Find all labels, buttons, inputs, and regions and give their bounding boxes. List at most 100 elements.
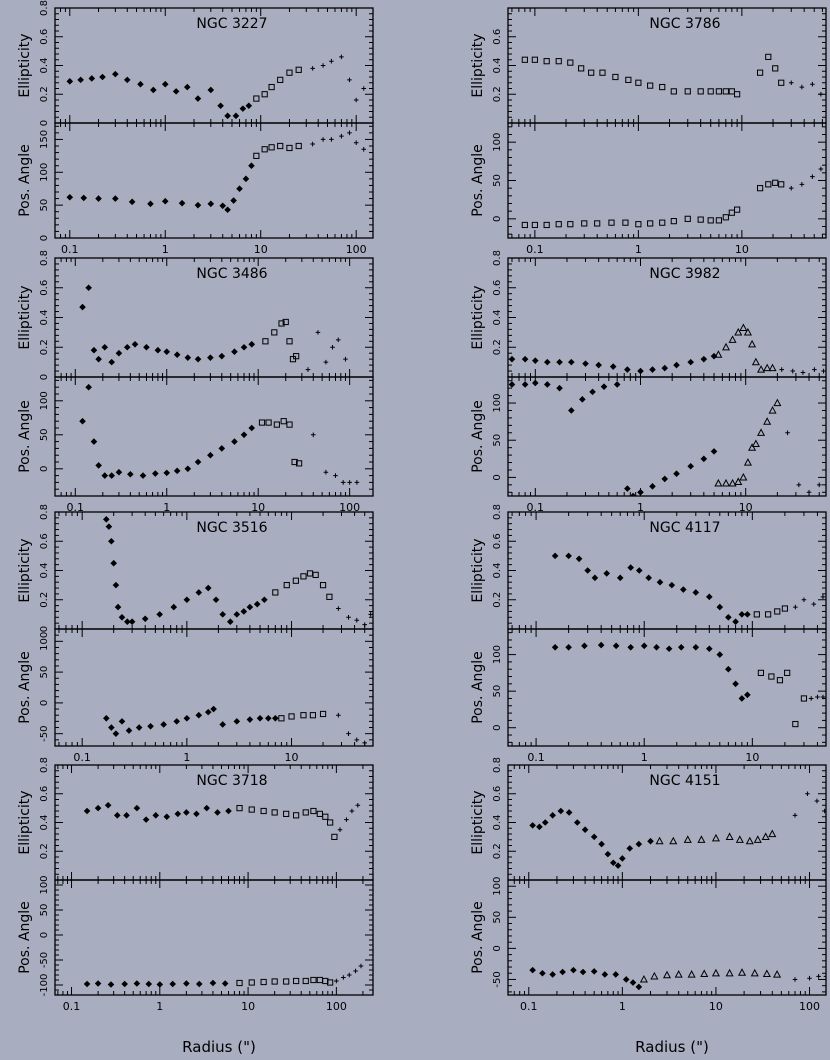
y-tick-label: 50: [39, 199, 50, 212]
data-point-square: [283, 810, 290, 817]
x-tick-label: 10: [709, 1000, 723, 1013]
data-point-diamond: [207, 451, 214, 459]
x-tick-label: 1: [641, 751, 648, 764]
y-tick-label: 0: [492, 216, 503, 222]
data-point-diamond: [66, 78, 74, 85]
data-point-diamond: [600, 383, 608, 390]
data-point-square: [268, 144, 275, 151]
data-point-cross: [329, 58, 334, 64]
y-tick-label: 0.8: [39, 0, 50, 16]
y-tick-label: 100: [39, 391, 50, 410]
data-point-cross: [800, 370, 806, 375]
data-point-square: [260, 807, 267, 815]
data-points: [529, 791, 826, 869]
data-point-diamond: [716, 651, 724, 658]
data-point-square: [778, 181, 785, 188]
data-point-cross: [362, 740, 368, 746]
data-point-square: [670, 88, 677, 95]
data-point-diamond: [85, 383, 92, 391]
data-point-square: [707, 217, 714, 224]
data-point-diamond: [556, 384, 563, 392]
data-point-diamond: [227, 618, 234, 625]
data-point-diamond: [603, 570, 611, 577]
y-tick-label: 0.8: [39, 757, 50, 773]
data-point-diamond: [123, 812, 130, 819]
data-point-triangle: [748, 339, 757, 348]
data-point-diamond: [242, 175, 250, 183]
data-point-diamond: [536, 823, 543, 831]
data-point-diamond: [687, 462, 694, 470]
data-point-diamond: [640, 642, 648, 650]
data-point-diamond: [637, 488, 644, 496]
data-point-diamond: [143, 343, 150, 351]
data-point-triangle: [757, 365, 766, 373]
data-point-cross: [362, 622, 368, 627]
data-point-diamond: [609, 363, 617, 370]
data-point-diamond: [204, 584, 212, 592]
data-point-square: [772, 179, 779, 186]
data-point-square: [293, 353, 300, 360]
data-point-square: [531, 56, 538, 63]
y-tick-label: 0: [492, 725, 503, 731]
y-axis-label: Pos. Angle: [17, 901, 33, 974]
data-point-diamond: [147, 722, 154, 730]
axes-frame: [507, 628, 827, 747]
data-point-diamond: [112, 195, 119, 202]
data-point-diamond: [103, 516, 110, 523]
data-point-square: [647, 220, 654, 227]
panel-title: NGC 3227: [196, 16, 267, 32]
data-point-square: [697, 216, 704, 223]
x-tick-label: 1: [162, 243, 169, 256]
data-point-diamond: [261, 596, 268, 604]
data-point-diamond: [568, 358, 575, 366]
data-point-diamond: [236, 185, 243, 193]
data-point-diamond: [108, 358, 115, 366]
y-tick-label: 0.6: [39, 786, 50, 802]
data-point-square: [260, 978, 267, 986]
y-tick-label: 0: [492, 474, 503, 480]
data-point-diamond: [80, 194, 88, 202]
data-point-diamond: [590, 968, 598, 975]
data-point-diamond: [551, 643, 559, 651]
data-point-triangle: [748, 443, 757, 451]
data-point-diamond: [557, 807, 565, 815]
y-tick-label: 100: [492, 133, 503, 152]
data-point-triangle: [745, 836, 754, 845]
data-point-diamond: [128, 618, 136, 625]
data-point-square: [578, 65, 585, 72]
data-point-diamond: [184, 354, 192, 361]
data-points: [529, 966, 826, 991]
data-point-square: [271, 978, 278, 985]
data-point-diamond: [612, 971, 620, 978]
data-point-diamond: [156, 981, 164, 988]
panel-5-pa: 0.1 1 10 -50 0 50 100 Pos. Angle: [17, 628, 374, 764]
y-tick-label: 0.2: [39, 86, 50, 102]
data-point-square: [288, 713, 295, 720]
data-point-diamond: [83, 807, 91, 815]
data-point-triangle: [714, 350, 723, 358]
data-point-square: [715, 88, 723, 95]
data-point-diamond: [183, 83, 191, 91]
data-point-diamond: [170, 603, 178, 611]
data-point-diamond: [108, 472, 115, 479]
data-point-diamond: [265, 714, 272, 722]
y-axis-label: Ellipticity: [470, 33, 486, 97]
data-point-diamond: [127, 470, 134, 478]
panel-8-pa: 0.1 1 10 100 -50 0 50 100 Pos. Angle: [470, 877, 827, 1013]
data-point-diamond: [732, 680, 739, 688]
data-point-square: [778, 79, 785, 86]
data-point-triangle: [761, 832, 770, 840]
data-point-cross: [315, 330, 321, 335]
data-point-square: [728, 209, 735, 216]
x-tick-label: 0.1: [527, 501, 545, 514]
data-point-square: [236, 979, 243, 987]
data-point-diamond: [248, 162, 255, 170]
data-point-diamond: [194, 201, 202, 209]
y-tick-label: -100: [39, 974, 50, 997]
data-point-diamond: [598, 840, 605, 848]
data-point-diamond: [66, 193, 74, 201]
y-tick-label: 0.2: [39, 592, 50, 608]
data-point-cross: [788, 80, 794, 86]
data-point-diamond: [219, 611, 227, 618]
y-tick-label: 0: [39, 700, 50, 706]
